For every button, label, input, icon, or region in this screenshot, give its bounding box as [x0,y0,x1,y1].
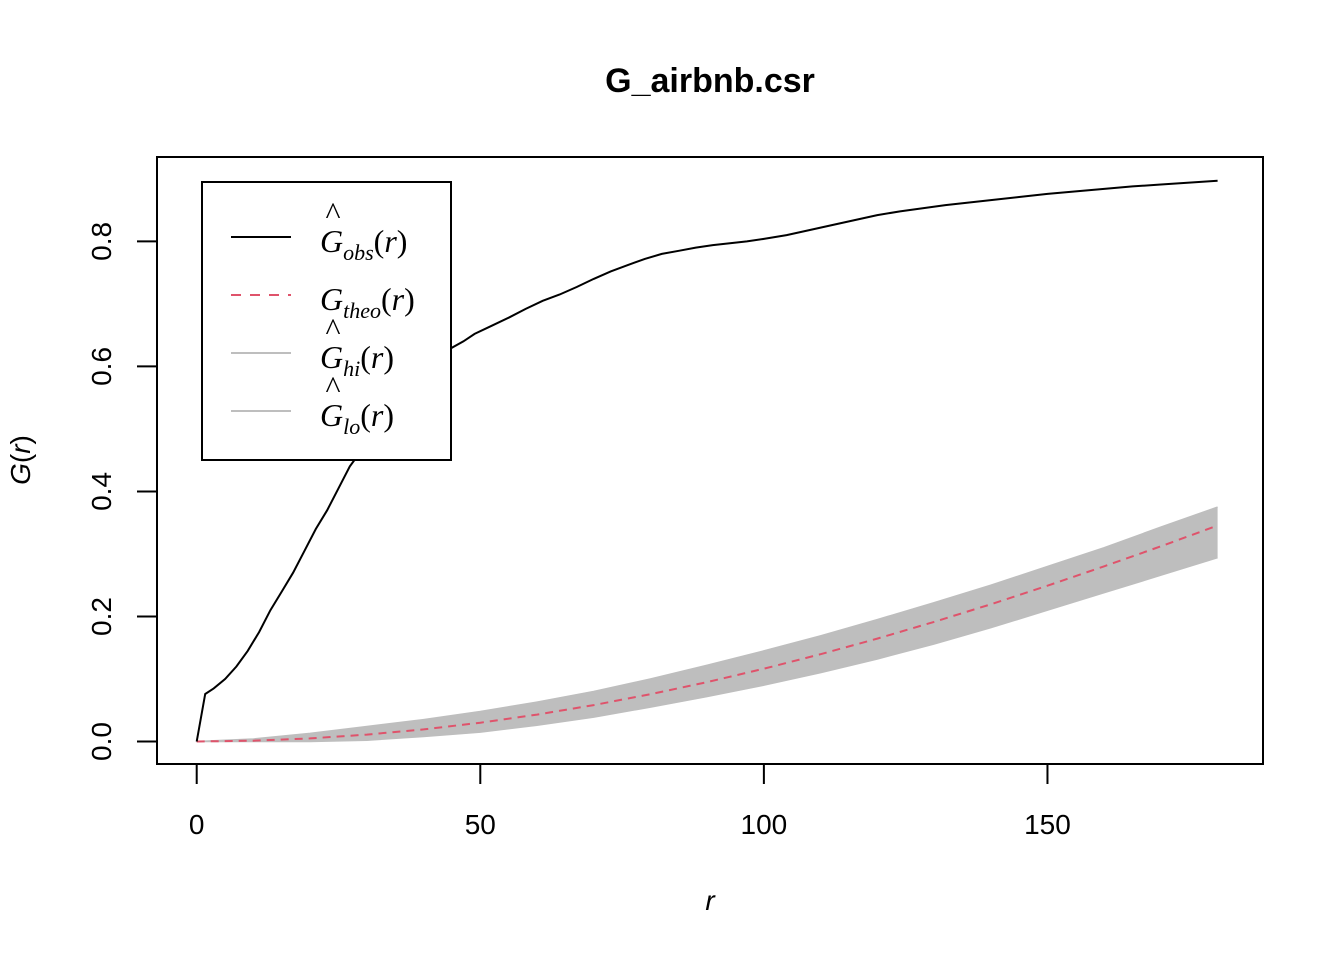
y-axis-label: G(r) [5,435,36,485]
y-tick-label: 0.0 [86,722,117,761]
series-line-theo [197,526,1218,742]
x-tick-label: 50 [465,809,496,840]
x-axis-label: r [705,885,716,916]
y-tick-label: 0.4 [86,472,117,511]
x-axis: 0 50 100 150 [189,764,1071,840]
legend-hat: ^ [325,311,340,347]
legend-hat: ^ [325,195,340,231]
y-tick-label: 0.8 [86,222,117,261]
legend: Gobs(r)^Gtheo(r)Ghi(r)^Glo(r)^ [202,182,451,460]
x-tick-label: 100 [741,809,788,840]
legend-hat: ^ [325,369,340,405]
x-tick-label: 0 [189,809,205,840]
chart-title: G_airbnb.csr [605,62,815,100]
y-tick-label: 0.2 [86,597,117,636]
x-tick-label: 150 [1024,809,1071,840]
y-tick-label: 0.6 [86,347,117,386]
envelope-band [197,507,1218,741]
series-line-hi [197,507,1218,741]
y-axis: 0.0 0.2 0.4 0.6 0.8 [86,222,157,761]
